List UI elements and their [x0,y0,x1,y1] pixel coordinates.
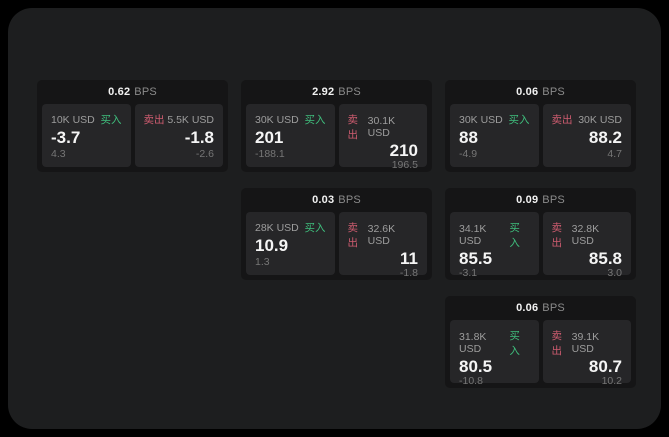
buy-delta: -4.9 [459,148,478,160]
buy-delta: 1.3 [255,256,270,268]
sell-size: 32.8K USD [571,223,600,247]
sell-quote-button[interactable]: 卖出 32.6K USD 11 -1.8 [338,212,427,279]
quote-panels: 28K USD 买入 10.9 1.3 卖出 32.6K USD 11 -1.8 [241,212,432,279]
buy-price: 85.5 [459,249,493,268]
sell-price: 88.2 [588,128,622,147]
buy-size: 34.1K USD [459,223,487,247]
sell-size: 32.6K USD [367,223,396,247]
sell-side-label: 卖出 [551,222,563,249]
sell-size: 5.5K USD [167,113,214,126]
sell-price: 85.8 [588,249,622,268]
buy-delta: 4.3 [51,148,66,160]
buy-delta: -188.1 [255,148,285,160]
sell-delta: 10.2 [601,375,622,387]
sell-side-label: 卖出 [143,114,165,126]
sell-side-label: 卖出 [347,222,359,249]
quote-card: 2.92 BPS 30K USD 买入 201 -188.1 卖出 30.1K … [241,80,432,172]
sell-delta: 3.0 [607,267,622,279]
buy-delta: -3.1 [459,267,478,279]
spread-header: 0.06 BPS [445,80,636,104]
sell-side-label: 卖出 [347,114,359,141]
sell-side-label: 卖出 [551,114,573,126]
buy-size: 30K USD [459,113,503,126]
sell-delta: -1.8 [399,267,418,279]
quote-panels: 34.1K USD 买入 85.5 -3.1 卖出 32.8K USD 85.8… [445,212,636,279]
buy-side-label: 买入 [100,114,122,126]
buy-quote-button[interactable]: 34.1K USD 买入 85.5 -3.1 [450,212,539,279]
sell-price: 11 [400,249,418,268]
buy-size: 30K USD [255,113,299,126]
sell-quote-button[interactable]: 卖出 39.1K USD 80.7 10.2 [542,320,631,387]
buy-side-label: 买入 [304,114,326,126]
buy-size: 28K USD [255,221,299,234]
quote-card: 0.62 BPS 10K USD 买入 -3.7 4.3 卖出 5.5K USD… [37,80,228,172]
sell-price: -1.8 [184,128,214,147]
quote-card: 0.06 BPS 30K USD 买入 88 -4.9 卖出 30K USD 8… [445,80,636,172]
sell-quote-button[interactable]: 卖出 30K USD 88.2 4.7 [542,104,631,167]
quote-card: 0.06 BPS 31.8K USD 买入 80.5 -10.8 卖出 39.1… [445,296,636,388]
spread-value: 0.03 [312,194,335,206]
buy-size: 31.8K USD [459,331,487,355]
buy-side-label: 买入 [509,222,520,249]
spread-unit: BPS [338,86,361,98]
spread-header: 0.06 BPS [445,296,636,320]
buy-quote-button[interactable]: 31.8K USD 买入 80.5 -10.8 [450,320,539,387]
sell-quote-button[interactable]: 卖出 30.1K USD 210 196.5 [338,104,427,171]
buy-price: 80.5 [459,357,493,376]
buy-quote-button[interactable]: 10K USD 买入 -3.7 4.3 [42,104,131,167]
sell-side-label: 卖出 [551,330,563,357]
spread-header: 0.62 BPS [37,80,228,104]
spread-value: 0.06 [516,86,539,98]
buy-price: -3.7 [51,128,81,147]
sell-size: 39.1K USD [571,331,600,355]
buy-side-label: 买入 [509,330,520,357]
spread-value: 0.09 [516,194,539,206]
buy-quote-button[interactable]: 30K USD 买入 88 -4.9 [450,104,539,167]
sell-quote-button[interactable]: 卖出 5.5K USD -1.8 -2.6 [134,104,223,167]
spread-unit: BPS [134,86,157,98]
sell-quote-button[interactable]: 卖出 32.8K USD 85.8 3.0 [542,212,631,279]
buy-size: 10K USD [51,113,95,126]
quote-panels: 30K USD 买入 201 -188.1 卖出 30.1K USD 210 1… [241,104,432,171]
sell-price: 80.7 [588,357,622,376]
quote-panels: 31.8K USD 买入 80.5 -10.8 卖出 39.1K USD 80.… [445,320,636,387]
sell-delta: 4.7 [607,148,622,160]
sell-price: 210 [389,141,418,160]
buy-quote-button[interactable]: 28K USD 买入 10.9 1.3 [246,212,335,275]
quote-card: 0.09 BPS 34.1K USD 买入 85.5 -3.1 卖出 32.8K… [445,188,636,280]
buy-price: 88 [459,128,478,147]
spread-header: 0.03 BPS [241,188,432,212]
sell-size: 30.1K USD [367,115,396,139]
spread-value: 0.06 [516,302,539,314]
spread-unit: BPS [338,194,361,206]
quote-card: 0.03 BPS 28K USD 买入 10.9 1.3 卖出 32.6K US… [241,188,432,280]
quote-panels: 10K USD 买入 -3.7 4.3 卖出 5.5K USD -1.8 -2.… [37,104,228,167]
spread-unit: BPS [542,194,565,206]
spread-unit: BPS [542,86,565,98]
spread-header: 0.09 BPS [445,188,636,212]
app-surface: 0.62 BPS 10K USD 买入 -3.7 4.3 卖出 5.5K USD… [8,8,661,429]
spread-value: 0.62 [108,86,131,98]
buy-delta: -10.8 [459,375,483,387]
spread-value: 2.92 [312,86,335,98]
spread-header: 2.92 BPS [241,80,432,104]
buy-price: 201 [255,128,284,147]
buy-price: 10.9 [255,236,289,255]
buy-side-label: 买入 [304,222,326,234]
sell-size: 30K USD [578,113,622,126]
buy-side-label: 买入 [508,114,530,126]
spread-unit: BPS [542,302,565,314]
sell-delta: -2.6 [195,148,214,160]
sell-delta: 196.5 [391,159,418,171]
quote-panels: 30K USD 买入 88 -4.9 卖出 30K USD 88.2 4.7 [445,104,636,167]
buy-quote-button[interactable]: 30K USD 买入 201 -188.1 [246,104,335,167]
